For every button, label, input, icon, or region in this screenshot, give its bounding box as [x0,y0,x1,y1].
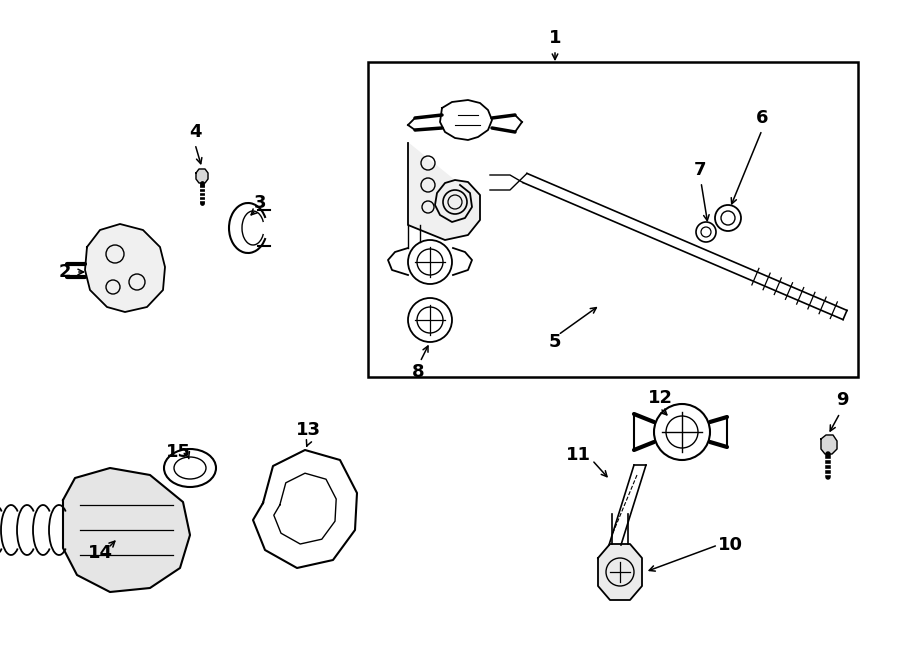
Polygon shape [85,224,165,312]
Text: 1: 1 [549,29,562,47]
Text: 11: 11 [565,446,590,464]
Polygon shape [408,143,480,240]
Text: 7: 7 [694,161,706,179]
Bar [368,62,858,377]
Text: 4: 4 [189,123,202,141]
Polygon shape [821,435,837,454]
Text: 15: 15 [166,443,191,461]
Polygon shape [598,544,642,600]
Polygon shape [63,468,190,592]
Text: 6: 6 [756,109,769,127]
Text: 14: 14 [87,544,112,562]
Text: 13: 13 [295,421,320,439]
Text: 5: 5 [549,333,562,351]
Text: 9: 9 [836,391,848,409]
Text: 2: 2 [58,263,71,281]
Text: 10: 10 [717,536,742,554]
Text: 12: 12 [647,389,672,407]
Text: 3: 3 [254,194,266,212]
Polygon shape [196,169,208,183]
Text: 8: 8 [411,363,424,381]
